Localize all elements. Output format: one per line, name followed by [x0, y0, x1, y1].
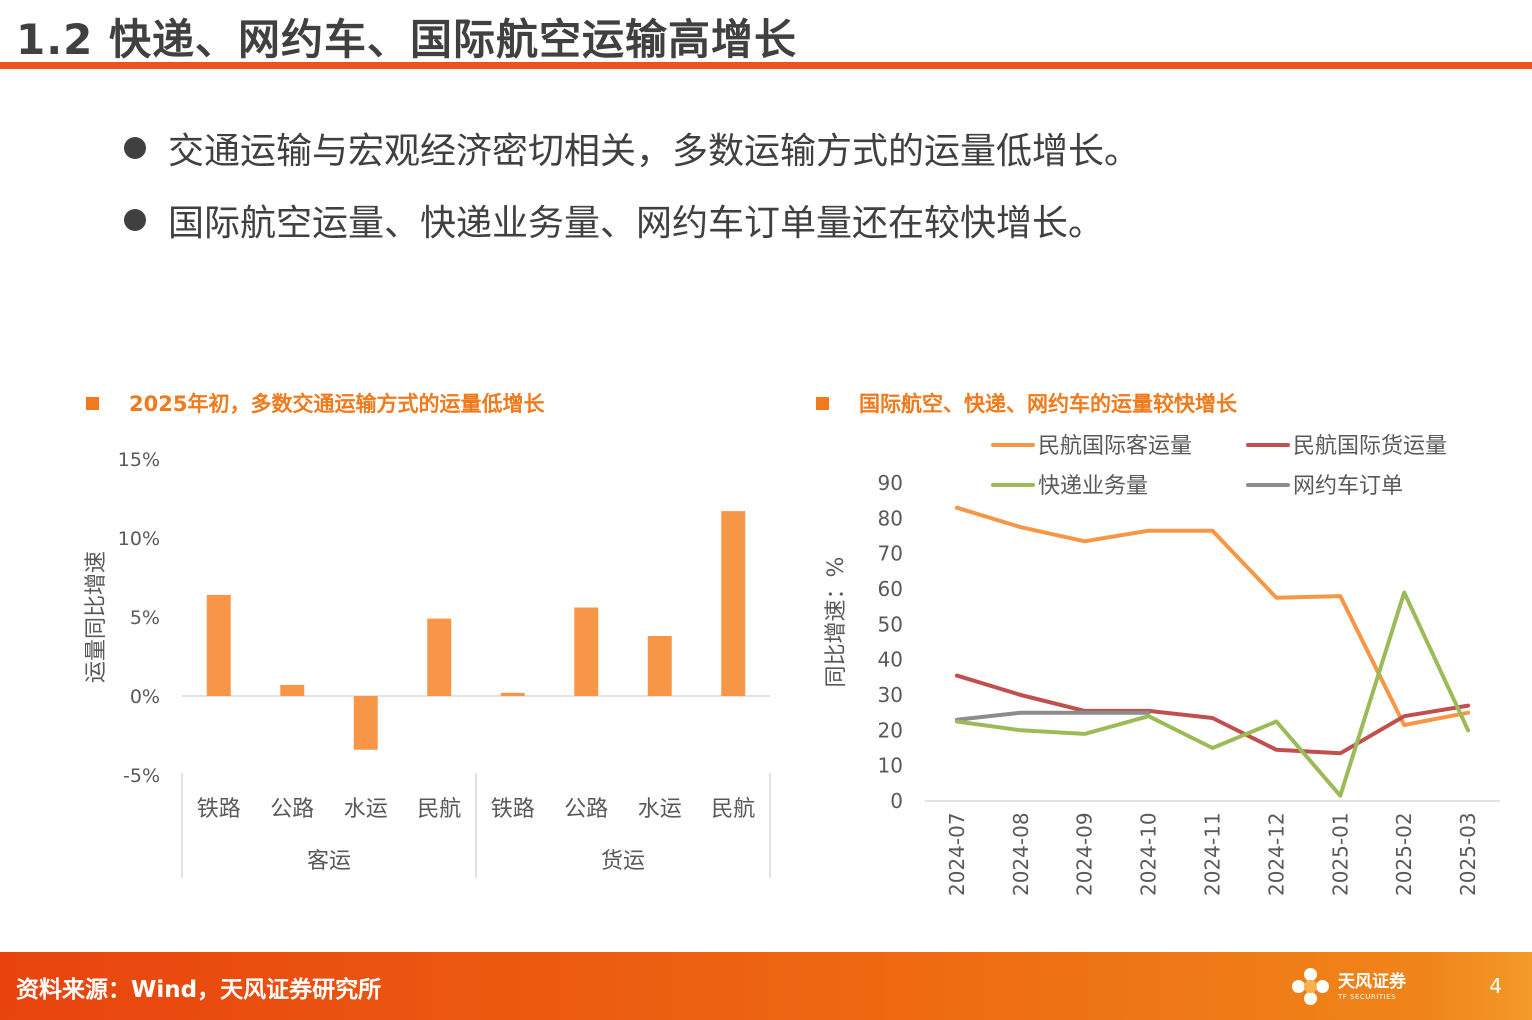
- y-tick-label: 0: [890, 789, 903, 813]
- y-tick-label: 40: [878, 648, 903, 672]
- y-tick-label: 0%: [130, 686, 160, 708]
- series-line: [954, 673, 1471, 756]
- square-bullet-icon: [816, 396, 829, 410]
- logo-name-en: TF SECURITIES: [1338, 992, 1397, 1001]
- x-category-label: 水运: [344, 797, 388, 822]
- line-chart-title-text: 国际航空、快递、网约车的运量较快增长: [859, 392, 1237, 416]
- y-axis-label: 同比增速：%: [824, 557, 849, 688]
- y-tick-label: 10%: [118, 528, 160, 550]
- bar: [574, 607, 599, 696]
- y-tick-label: 10: [878, 754, 903, 778]
- company-logo: 天风证券 TF SECURITIES: [1292, 966, 1406, 1008]
- x-group-label: 客运: [307, 849, 351, 874]
- title-divider: [0, 62, 1532, 69]
- x-category-label: 铁路: [197, 797, 241, 822]
- x-category-label: 民航: [711, 797, 755, 822]
- x-category-label: 水运: [638, 797, 682, 822]
- bar: [280, 684, 305, 696]
- y-tick-label: -5%: [123, 765, 160, 787]
- y-tick-label: 50: [878, 612, 903, 636]
- bullet-list: 交通运输与宏观经济密切相关，多数运输方式的运量低增长。 国际航空运量、快递业务量…: [124, 112, 1140, 256]
- x-tick-label: 2024-11: [1201, 812, 1225, 896]
- x-tick-label: 2025-02: [1392, 812, 1416, 896]
- source-note: 资料来源：Wind，天风证券研究所: [16, 977, 382, 1003]
- bullet-item: 交通运输与宏观经济密切相关，多数运输方式的运量低增长。: [124, 112, 1140, 184]
- bar: [647, 635, 672, 696]
- x-tick-label: 2024-07: [945, 812, 969, 896]
- legend-label: 快递业务量: [1038, 474, 1148, 499]
- series-line: [954, 710, 1151, 722]
- bar: [206, 594, 231, 696]
- logo-name-cn: 天风证券: [1338, 971, 1406, 992]
- x-tick-label: 2024-09: [1073, 812, 1097, 896]
- line-chart-title: 国际航空、快递、网约车的运量较快增长: [816, 388, 1237, 418]
- bullet-dot-icon: [124, 137, 146, 159]
- bar-chart-title-text: 2025年初，多数交通运输方式的运量低增长: [129, 392, 545, 416]
- y-tick-label: 30: [878, 683, 903, 707]
- page-number: 4: [1489, 974, 1502, 998]
- x-category-label: 公路: [270, 797, 314, 822]
- y-tick-label: 90: [878, 471, 903, 495]
- x-tick-label: 2025-03: [1456, 812, 1480, 896]
- square-bullet-icon: [86, 396, 99, 410]
- y-tick-label: 15%: [118, 449, 160, 471]
- x-category-label: 铁路: [491, 797, 535, 822]
- page-number-box: 4: [1436, 952, 1532, 1020]
- legend-label: 网约车订单: [1293, 474, 1403, 499]
- y-tick-label: 5%: [130, 607, 160, 629]
- y-tick-label: 60: [878, 577, 903, 601]
- y-tick-label: 70: [878, 542, 903, 566]
- series-line: [954, 590, 1471, 798]
- bullet-text: 国际航空运量、快递业务量、网约车订单量还在较快增长。: [168, 203, 1105, 244]
- legend-label: 民航国际货运量: [1293, 434, 1447, 459]
- x-category-label: 公路: [564, 797, 608, 822]
- x-tick-label: 2024-08: [1009, 812, 1033, 896]
- bullet-item: 国际航空运量、快递业务量、网约车订单量还在较快增长。: [124, 184, 1140, 256]
- bar: [500, 692, 525, 696]
- x-tick-label: 2024-10: [1137, 812, 1161, 896]
- series-line: [954, 505, 1471, 727]
- bar: [721, 511, 746, 696]
- bar-chart-title: 2025年初，多数交通运输方式的运量低增长: [86, 388, 544, 418]
- x-group-label: 货运: [601, 849, 645, 874]
- y-axis-label: 运量同比增速: [84, 551, 109, 683]
- x-tick-label: 2025-01: [1328, 812, 1352, 896]
- y-tick-label: 20: [878, 718, 903, 742]
- x-tick-label: 2024-12: [1264, 812, 1288, 896]
- legend-label: 民航国际客运量: [1038, 434, 1192, 459]
- footer: 资料来源：Wind，天风证券研究所 天风证券 TF SECURITIES 4: [0, 952, 1532, 1020]
- bar: [353, 696, 378, 750]
- bar: [427, 618, 452, 696]
- page-title: 1.2 快递、网约车、国际航空运输高增长: [16, 15, 798, 64]
- flower-logo-icon: [1292, 968, 1330, 1006]
- x-category-label: 民航: [417, 797, 461, 822]
- y-tick-label: 80: [878, 506, 903, 530]
- bullet-text: 交通运输与宏观经济密切相关，多数运输方式的运量低增长。: [168, 131, 1141, 172]
- bullet-dot-icon: [124, 209, 146, 231]
